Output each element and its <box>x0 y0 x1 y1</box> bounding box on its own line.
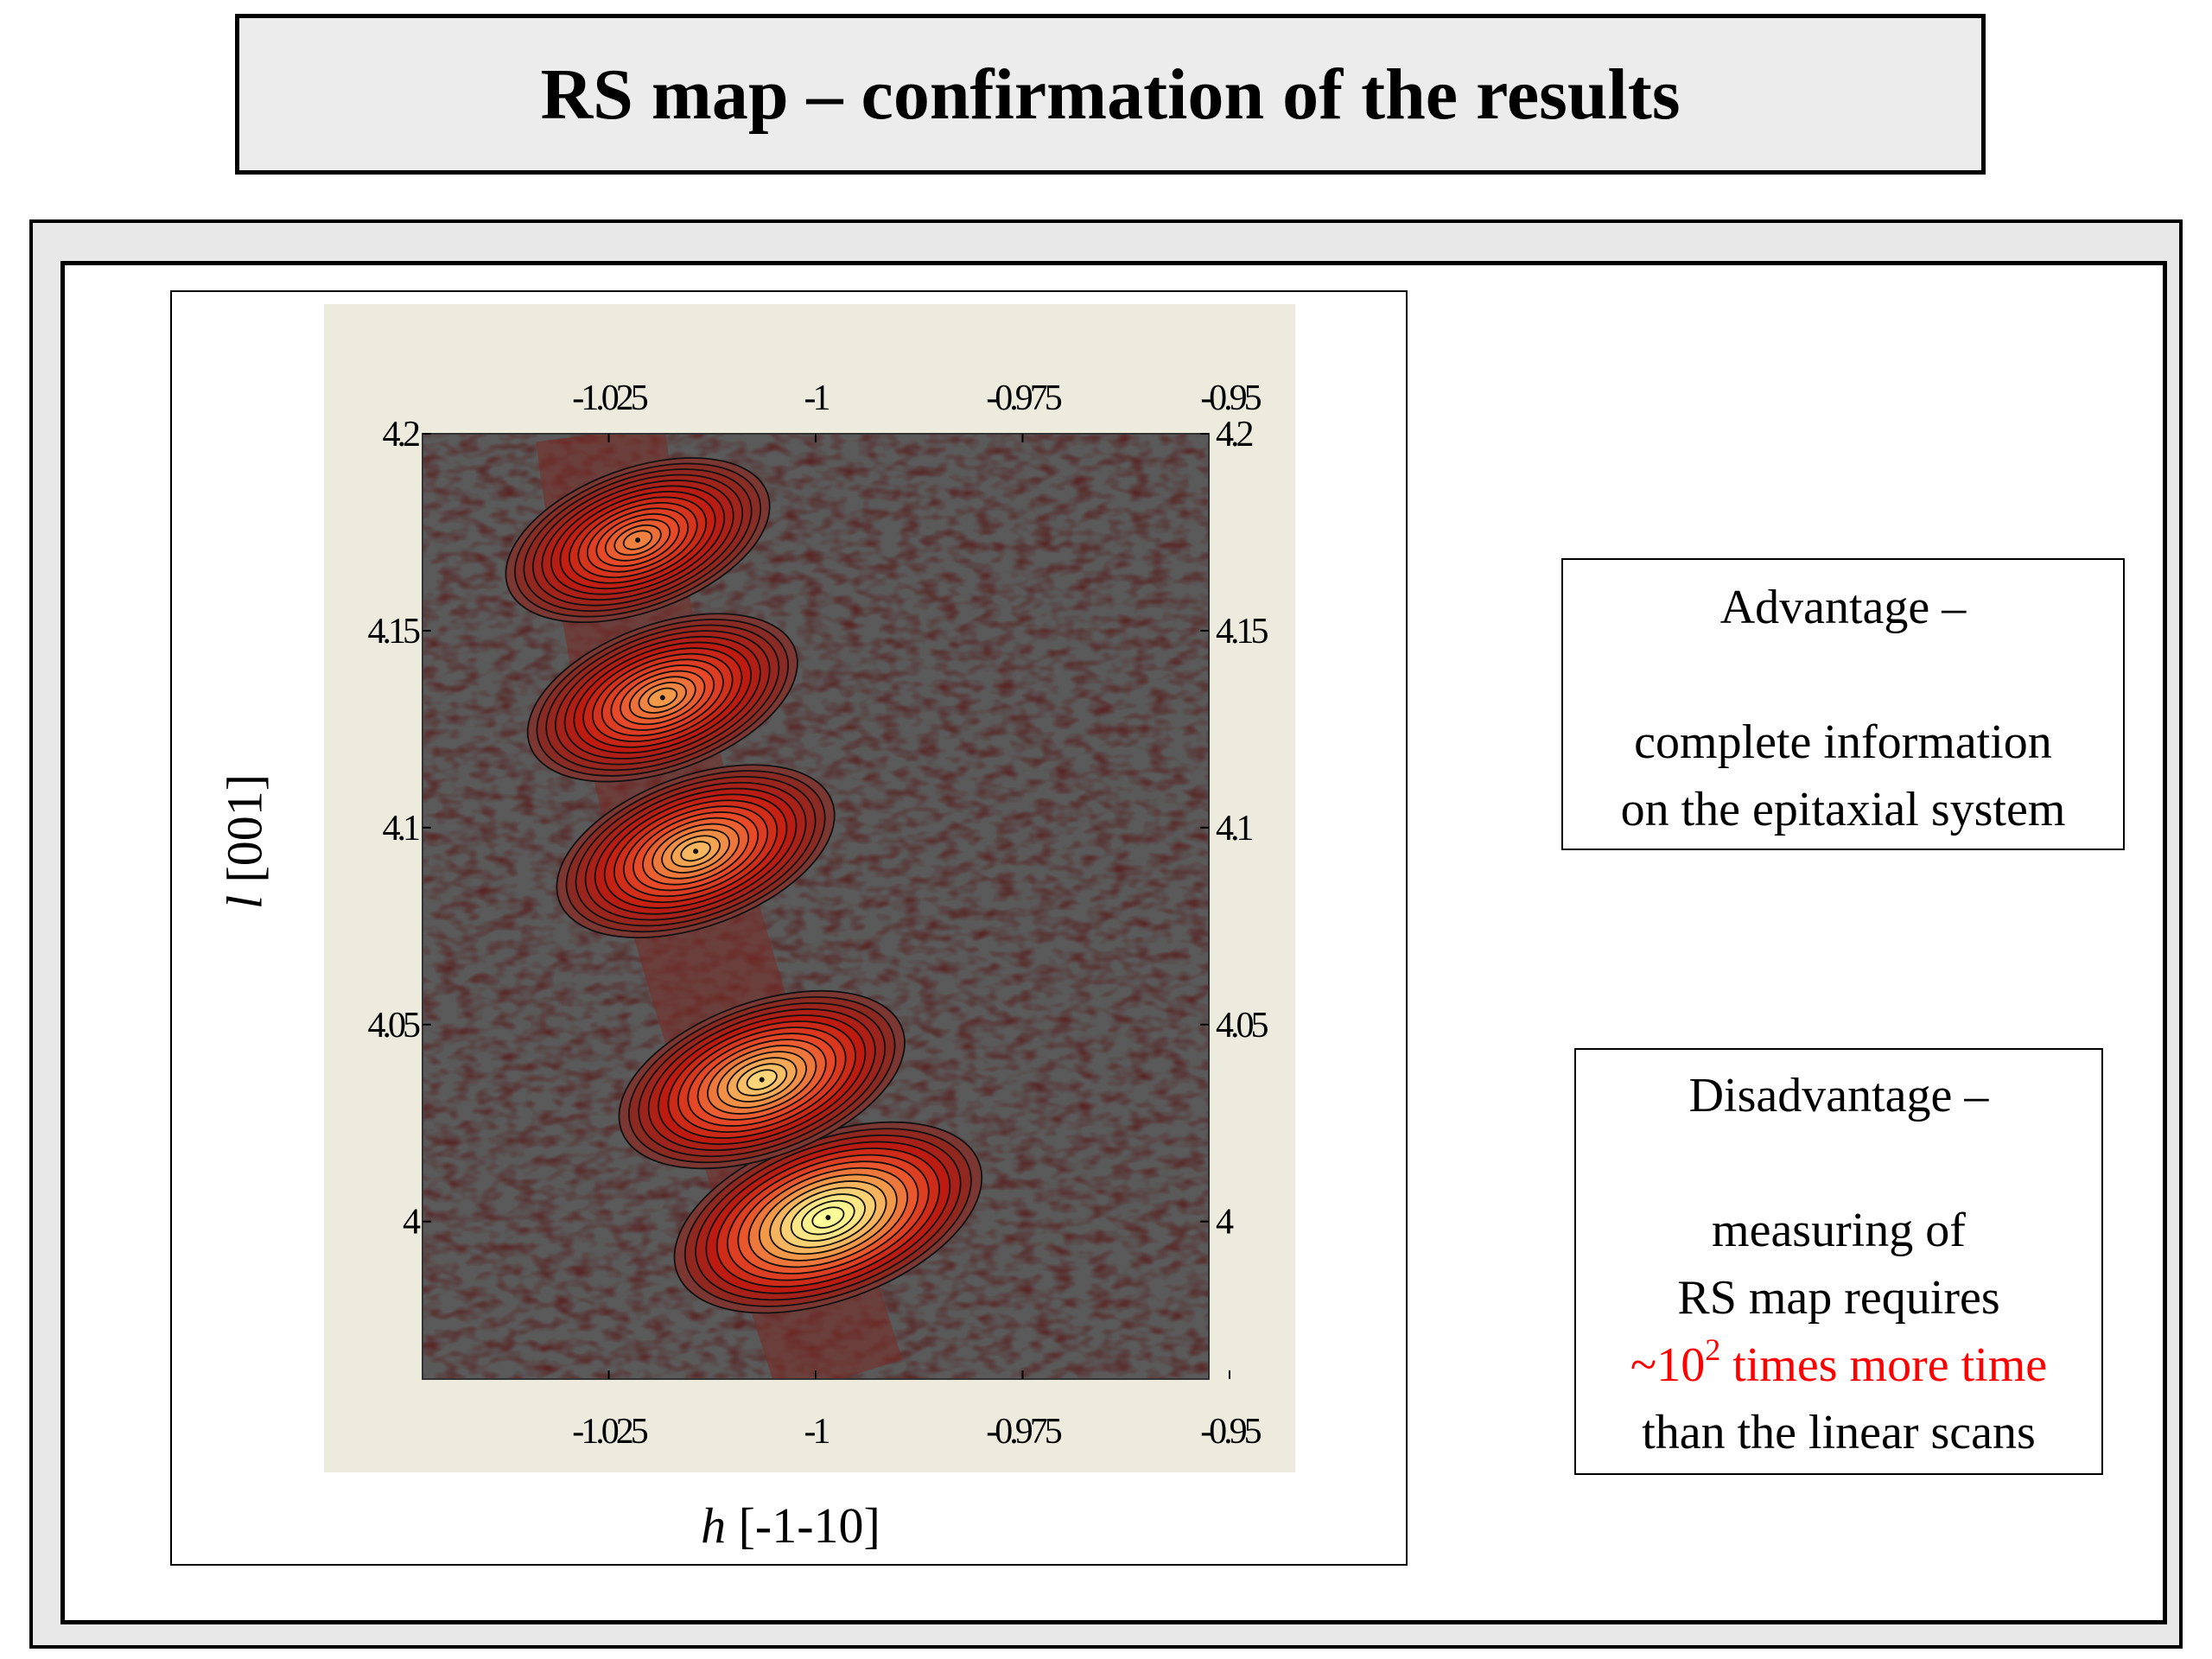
inner-frame: -1.025 -1.025 -1 -1 -0.975 -0.975 -0.95 -0.95 4 4… <box>60 261 2167 1624</box>
x-tick-label-bottom: -0.95 <box>1200 1412 1261 1452</box>
peak-4 <box>526 613 798 783</box>
peak-marker <box>693 849 699 855</box>
peak-marker <box>635 537 641 543</box>
peak-2 <box>618 989 906 1170</box>
disadvantage-line-2: RS map requires <box>1677 1271 2000 1325</box>
contour-plot: -1.025 -1.025 -1 -1 -0.975 -0.975 -0.95 -0.95 4 4… <box>368 378 1272 1452</box>
x-axis-variable: h <box>701 1497 727 1554</box>
advantage-box: Advantage – complete information on the … <box>1561 558 2125 850</box>
y-tick-label-left: 4 <box>403 1203 421 1243</box>
disadvantage-line-4: than the linear scans <box>1642 1406 2036 1459</box>
highlight-exponent: 2 <box>1705 1332 1721 1367</box>
peak-marker <box>659 695 665 701</box>
x-tick-label-top: -1 <box>804 378 830 418</box>
y-tick-label-right: 4.15 <box>1216 612 1268 652</box>
y-axis-direction: [001] <box>216 773 273 896</box>
advantage-line-2: on the epitaxial system <box>1620 783 2066 836</box>
x-tick-label-bottom: -1 <box>804 1412 830 1452</box>
y-tick-label-left: 4.05 <box>368 1006 421 1046</box>
chart-box: -1.025 -1.025 -1 -1 -0.975 -0.975 -0.95 -0.95 4 4… <box>170 290 1408 1566</box>
y-tick-label-right: 4.1 <box>1216 809 1253 849</box>
y-axis-variable: l <box>216 895 273 910</box>
peak-1 <box>673 1121 983 1314</box>
advantage-line-1: complete information <box>1634 715 2052 769</box>
y-tick-label-right: 4.05 <box>1216 1006 1268 1046</box>
highlight-suffix: times more time <box>1720 1338 2048 1392</box>
disadvantage-line-1: measuring of <box>1712 1204 1966 1257</box>
x-tick-label-top: -0.95 <box>1200 378 1261 418</box>
peak-marker <box>759 1077 765 1083</box>
x-tick-label-top: -1.025 <box>572 378 647 418</box>
peak-5 <box>505 457 771 624</box>
title-box: RS map – confirmation of the results <box>235 14 1986 175</box>
outer-frame: -1.025 -1.025 -1 -1 -0.975 -0.975 -0.95 -0.95 4 4… <box>29 219 2183 1649</box>
x-axis-label: h [-1-10] <box>172 1497 1409 1554</box>
disadvantage-highlight: ~102 times more time <box>1576 1332 2101 1399</box>
y-tick-label-left: 4.1 <box>383 809 420 849</box>
y-axis-label: l [001] <box>216 774 274 909</box>
y-tick-label-right: 4.2 <box>1216 415 1253 454</box>
x-axis-direction: [-1-10] <box>726 1497 880 1554</box>
disadvantage-heading: Disadvantage – <box>1688 1069 1989 1122</box>
x-tick-label-top: -0.975 <box>986 378 1061 418</box>
x-tick-label-bottom: -1.025 <box>572 1412 647 1452</box>
peak-marker <box>825 1215 831 1221</box>
advantage-heading: Advantage – <box>1719 581 1967 634</box>
x-tick-label-bottom: -0.975 <box>986 1412 1061 1452</box>
plot-area: -1.025 -1.025 -1 -1 -0.975 -0.975 -0.95 -0.95 4 4… <box>324 304 1295 1472</box>
y-tick-label-right: 4 <box>1216 1203 1234 1243</box>
peak-3 <box>556 764 836 939</box>
highlight-prefix: ~10 <box>1630 1338 1706 1392</box>
disadvantage-box: Disadvantage – measuring of RS map requi… <box>1574 1048 2103 1475</box>
y-tick-label-left: 4.2 <box>383 415 420 454</box>
page-title: RS map – confirmation of the results <box>540 54 1681 135</box>
y-tick-label-left: 4.15 <box>368 612 421 652</box>
